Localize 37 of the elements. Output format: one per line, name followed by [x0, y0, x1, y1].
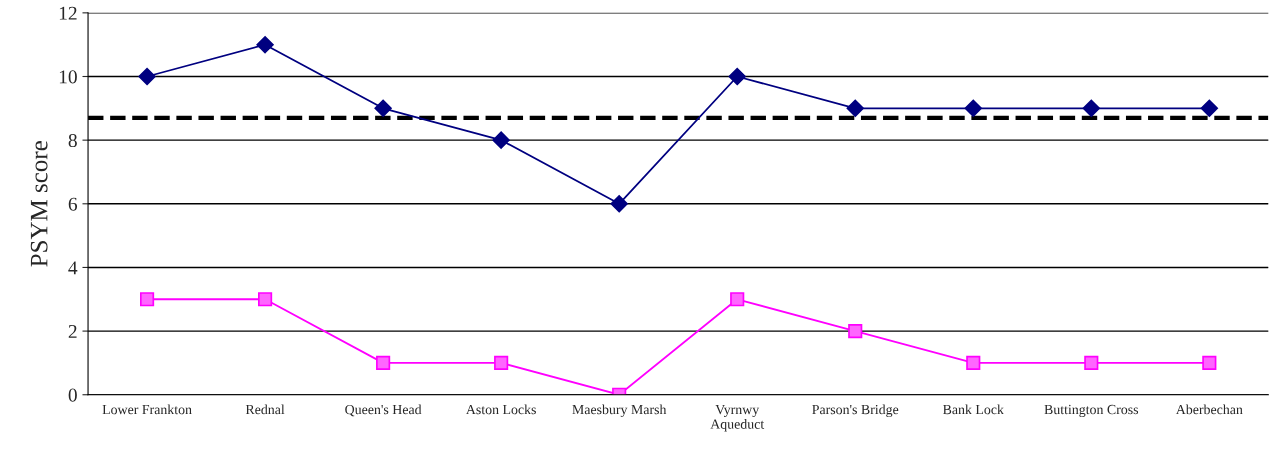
point [728, 67, 746, 86]
point [964, 99, 982, 118]
point [730, 292, 745, 307]
point [138, 67, 156, 86]
point [258, 292, 273, 307]
point [1084, 355, 1099, 371]
y-tick-label: 8 [68, 133, 77, 148]
x-tick-label: Maesbury Marsh [572, 404, 667, 418]
x-tick-label: Buttington Cross [1044, 404, 1139, 418]
point [848, 324, 863, 339]
point [966, 355, 981, 371]
y-tick-label: 12 [59, 6, 77, 20]
point [846, 99, 864, 118]
point [139, 292, 155, 307]
point [1202, 355, 1217, 371]
x-tick-label: Aberbechan [1175, 404, 1243, 415]
point [1082, 99, 1100, 118]
point [256, 35, 274, 54]
point [374, 99, 392, 118]
x-tick-label: Aston Locks [465, 404, 536, 415]
point [492, 131, 510, 149]
x-tick-label: Lower Frankton [102, 404, 192, 415]
point [1200, 99, 1219, 118]
point [376, 355, 391, 371]
point [610, 195, 628, 213]
y-tick-label: 4 [68, 261, 78, 275]
x-tick-label: Parson's Bridge [812, 404, 899, 418]
y-tick-label: 6 [68, 197, 78, 211]
y-axis-title: PSYM score [30, 141, 48, 267]
y-tick-label: 2 [68, 324, 77, 338]
x-tick-label: Bank Lock [943, 404, 1004, 415]
point [494, 355, 509, 371]
y-tick-label: 0 [68, 388, 77, 402]
x-tick-label: Vyrnwy Aqueduct [710, 404, 765, 432]
x-tick-label: Rednal [245, 404, 285, 415]
x-tick-label: Queen's Head [345, 404, 422, 417]
y-tick-label: 10 [59, 70, 77, 84]
